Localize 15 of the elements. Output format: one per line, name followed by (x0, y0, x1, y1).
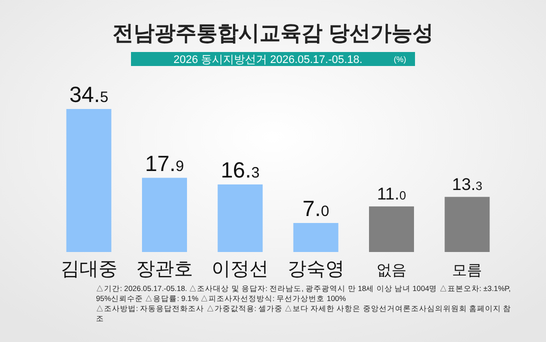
data-label: 11.0 (376, 184, 406, 204)
data-label: 16.3 (220, 157, 260, 182)
x-tick-label: 장관호 (136, 259, 193, 280)
x-tick-label: 김대중 (60, 259, 118, 280)
data-label: 17.9 (145, 150, 184, 176)
chart-title: 전남광주통합시교육감 당선가능성 (112, 22, 434, 45)
data-label: 13.3 (452, 174, 483, 194)
x-tick-label: 모름 (452, 262, 482, 279)
text: (%) (394, 55, 407, 64)
data-label: 7.0 (302, 196, 330, 221)
x-tick-label: 강숙영 (287, 259, 344, 280)
x-tick-label: 없음 (376, 262, 406, 279)
x-tick-label: 이정선 (212, 259, 269, 280)
chart-subtitle: 2026 동시지방선거 2026.05.17.-05.18. (174, 54, 362, 66)
data-label: 34.5 (69, 82, 108, 107)
